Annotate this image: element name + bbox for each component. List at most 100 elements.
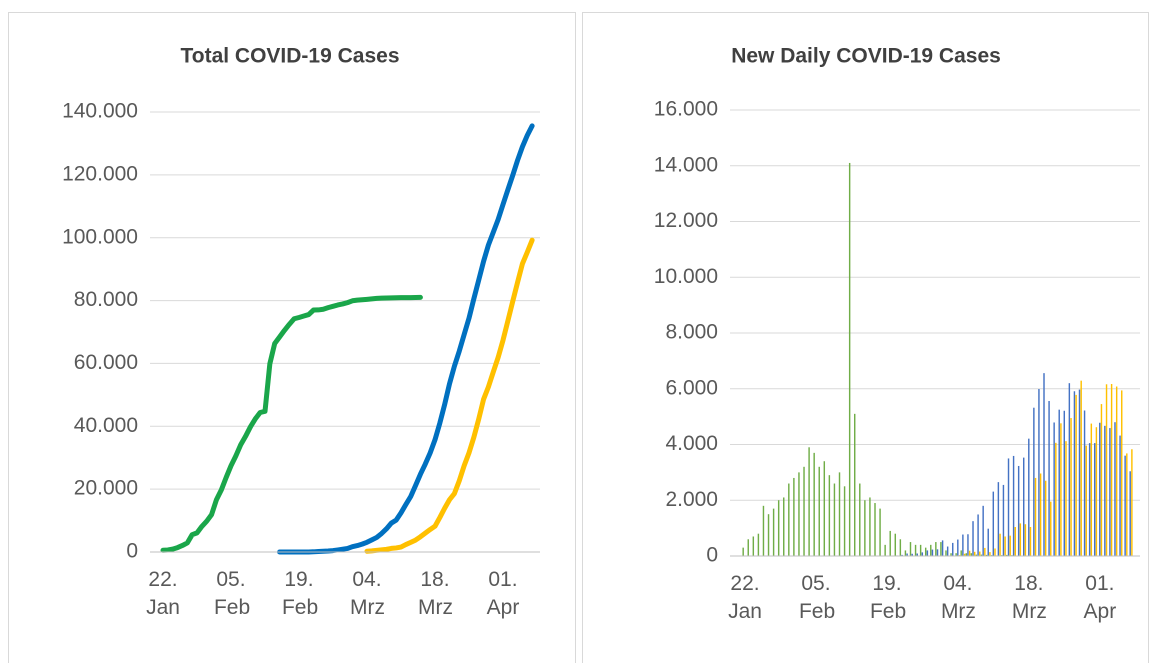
y-tick-label: 2.000 [665, 488, 718, 511]
bar [999, 533, 1001, 556]
panel [8, 12, 576, 663]
bar [1002, 484, 1005, 556]
bar [1093, 443, 1096, 556]
bar [960, 550, 962, 556]
bar [833, 483, 836, 556]
bar [926, 550, 929, 556]
bar [1038, 389, 1040, 556]
y-tick-label: 12.000 [654, 209, 718, 232]
bar [1007, 458, 1010, 556]
bar [1109, 428, 1111, 556]
bar [894, 533, 897, 556]
bar [1078, 389, 1081, 556]
bar [1075, 394, 1077, 556]
bar [848, 162, 851, 556]
bar [935, 542, 937, 556]
bar [747, 539, 749, 556]
bar [1090, 423, 1093, 556]
bar [1068, 383, 1071, 556]
bar [980, 554, 983, 556]
bar [859, 483, 861, 556]
bar [899, 539, 902, 556]
bar [994, 548, 996, 556]
y-tick-label: 16.000 [654, 98, 718, 121]
bar [818, 466, 820, 556]
bar [1004, 536, 1006, 556]
bar [979, 551, 981, 556]
bar [1105, 384, 1108, 556]
bar [1012, 455, 1015, 556]
bar [904, 550, 907, 556]
bar [967, 534, 969, 556]
bar [950, 553, 952, 556]
x-tick-label: 04. Mrz [349, 568, 385, 619]
bar [1044, 480, 1047, 556]
bar [987, 528, 989, 556]
bar [813, 452, 815, 556]
bar [742, 547, 744, 556]
bar [909, 542, 912, 556]
bar [879, 508, 881, 556]
bar [975, 554, 978, 556]
bar [965, 553, 967, 556]
bar [984, 547, 986, 556]
y-tick-label: 0 [706, 544, 718, 567]
bar [838, 472, 841, 556]
bar [828, 475, 831, 556]
bar [1048, 401, 1050, 556]
bar [997, 482, 1000, 556]
bar [1043, 373, 1045, 556]
bar [1028, 438, 1030, 556]
bar [916, 553, 918, 556]
bar [1104, 425, 1106, 556]
bar [798, 472, 800, 556]
bar [1124, 455, 1126, 556]
y-tick-label: 20.000 [74, 477, 138, 500]
bar [970, 553, 973, 556]
bar [788, 483, 790, 556]
bar [803, 466, 805, 556]
bar [793, 477, 795, 556]
y-tick-label: 8.000 [665, 321, 718, 344]
y-tick-label: 100.000 [62, 225, 138, 248]
y-tick-label: 60.000 [74, 351, 138, 374]
bar [952, 542, 954, 556]
bar [783, 497, 785, 556]
chart-title: New Daily COVID-19 Cases [731, 45, 1001, 68]
bar [1055, 442, 1057, 556]
bar [767, 514, 770, 556]
bar [919, 544, 922, 556]
bar [1053, 422, 1055, 556]
bar [1126, 453, 1128, 556]
bar [941, 540, 944, 556]
bar [843, 486, 846, 556]
bar [901, 554, 903, 556]
bar [884, 544, 886, 556]
bar [962, 534, 964, 556]
bar [1060, 423, 1062, 556]
y-tick-label: 6.000 [665, 376, 718, 399]
bar [982, 505, 984, 556]
x-tick-label: 18. Mrz [1011, 572, 1047, 623]
line [364, 237, 535, 554]
x-tick-label: 05. Feb [213, 568, 251, 619]
bar [1033, 407, 1035, 556]
bar [1063, 410, 1066, 556]
bar [906, 553, 908, 556]
bar [973, 551, 976, 556]
bar [930, 544, 932, 556]
bar [924, 547, 927, 556]
chart-title: Total COVID-19 Cases [180, 45, 399, 68]
y-tick-label: 4.000 [665, 432, 718, 455]
bar [963, 553, 966, 556]
y-tick-label: 14.000 [654, 153, 718, 176]
bar [1024, 524, 1027, 556]
bar [1095, 427, 1098, 556]
y-tick-label: 80.000 [74, 288, 138, 311]
bar [869, 497, 871, 556]
bar [1023, 457, 1025, 556]
x-tick-label: 22. Jan [146, 568, 180, 619]
bar [940, 542, 942, 556]
x-tick-label: 05. Feb [798, 572, 836, 623]
